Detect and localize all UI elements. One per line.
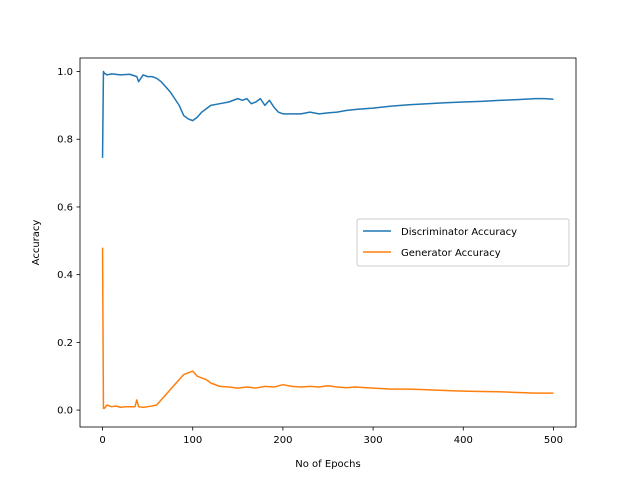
series-line-2 bbox=[101, 247, 554, 410]
legend-label-1: Discriminator Accuracy bbox=[401, 227, 517, 238]
x-axis: 0 100 200 300 400 500 bbox=[99, 427, 563, 446]
y-tick-label: 0.4 bbox=[57, 270, 73, 281]
legend-box bbox=[356, 218, 570, 267]
y-tick-label: 0.2 bbox=[57, 338, 73, 349]
axes-frame bbox=[79, 57, 577, 428]
x-tick-label: 0 bbox=[99, 435, 105, 446]
legend-label-2: Generator Accuracy bbox=[401, 248, 501, 259]
x-tick-label: 500 bbox=[544, 435, 563, 446]
x-axis-label: No of Epochs bbox=[295, 459, 360, 470]
y-tick-label: 0.0 bbox=[57, 406, 73, 417]
y-tick-label: 0.6 bbox=[57, 202, 73, 213]
y-axis-label: Accuracy bbox=[31, 220, 42, 266]
x-tick-label: 100 bbox=[183, 435, 202, 446]
y-tick-label: 1.0 bbox=[57, 67, 73, 78]
plot-lines bbox=[101, 70, 554, 410]
series-line-1 bbox=[101, 70, 554, 158]
y-tick-label: 0.8 bbox=[57, 135, 73, 146]
x-tick-label: 200 bbox=[273, 435, 292, 446]
y-axis: 0.0 0.2 0.4 0.6 0.8 1.0 bbox=[57, 67, 80, 417]
x-tick-label: 300 bbox=[364, 435, 383, 446]
x-tick-label: 400 bbox=[454, 435, 473, 446]
legend: Discriminator Accuracy Generator Accuracy bbox=[356, 218, 570, 267]
